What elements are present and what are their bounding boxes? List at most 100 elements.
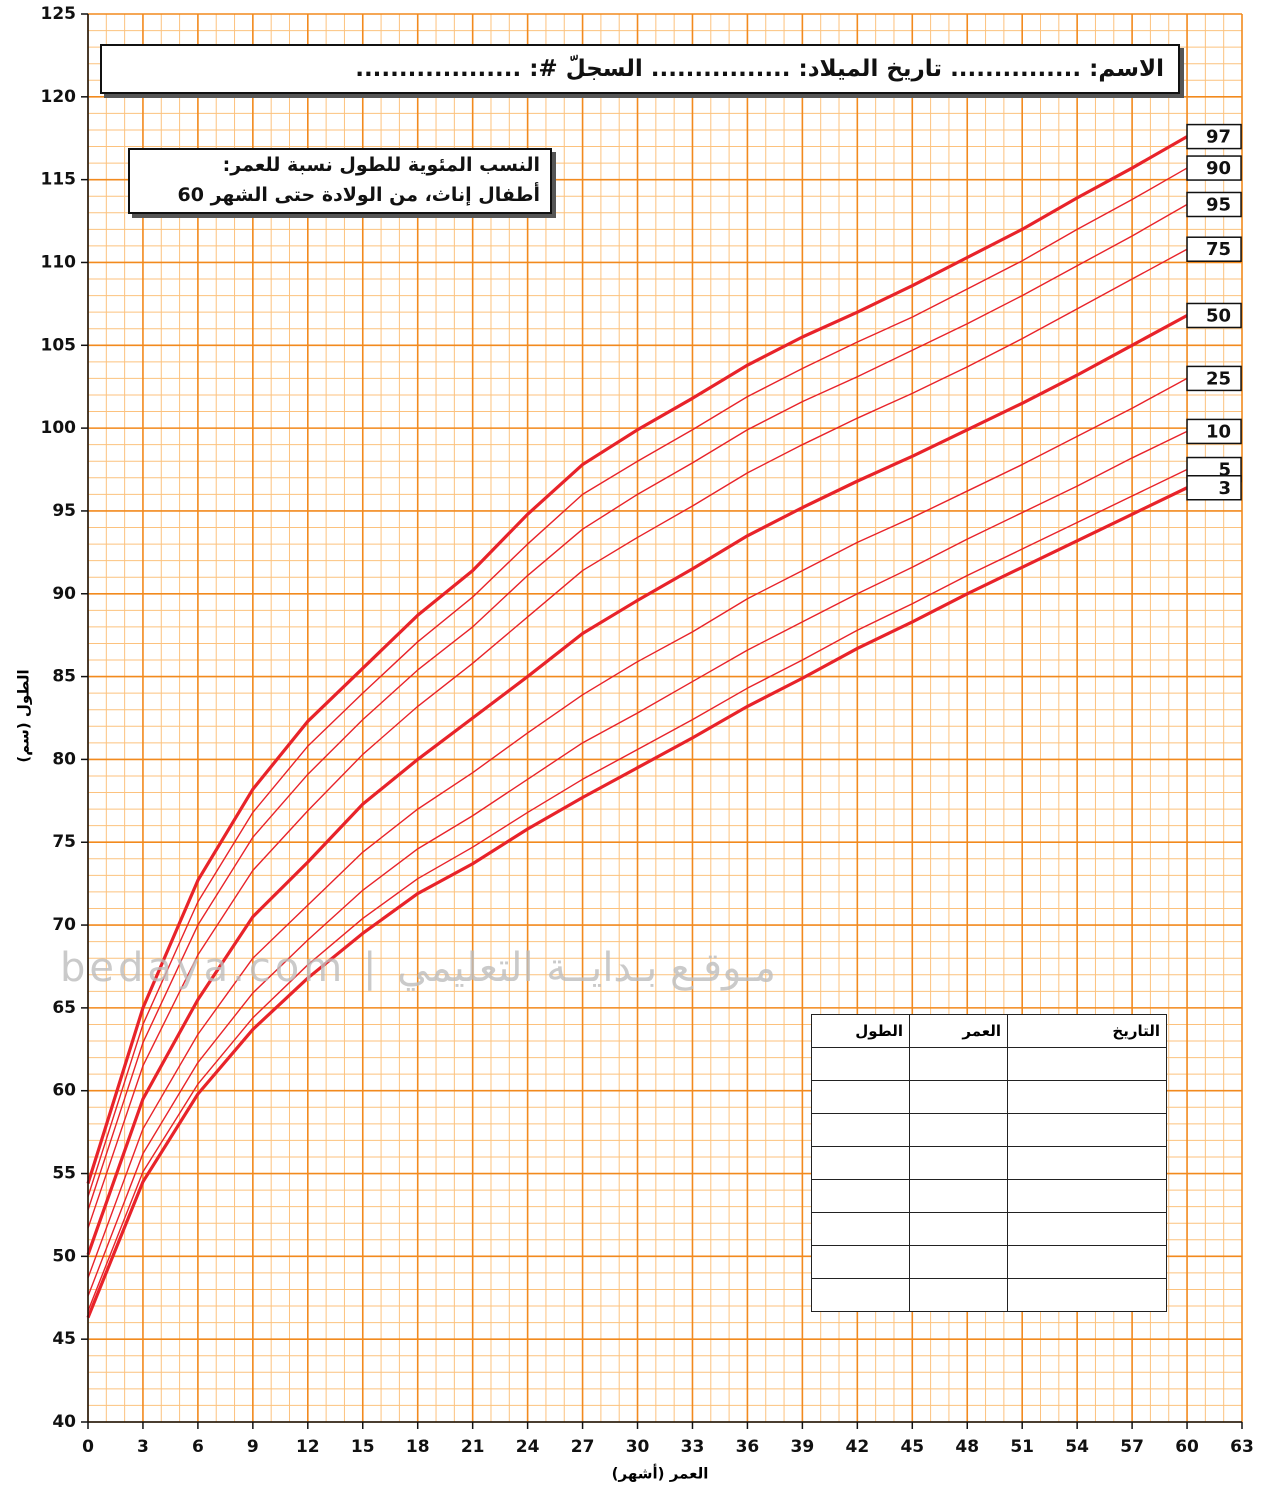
table-row [811, 1047, 1167, 1081]
table-cell [909, 1146, 1008, 1180]
x-tick-label: 63 [1230, 1437, 1254, 1457]
table-cell [909, 1047, 1008, 1081]
y-tick-label: 45 [52, 1329, 76, 1349]
table-cell [909, 1245, 1008, 1279]
header-box: الاسم: ............... تاريخ الميلاد: ..… [100, 44, 1180, 94]
x-tick-label: 12 [296, 1437, 320, 1457]
y-tick-label: 95 [52, 501, 76, 521]
table-header: العمر [909, 1014, 1008, 1048]
series-label-box [1186, 155, 1242, 181]
table-cell [811, 1245, 910, 1279]
table-cell [811, 1146, 910, 1180]
x-tick-label: 18 [406, 1437, 430, 1457]
table-cell [811, 1278, 910, 1312]
table-cell [909, 1278, 1008, 1312]
x-tick-label: 24 [516, 1437, 540, 1457]
x-tick-label: 39 [791, 1437, 815, 1457]
percentile-line [87, 377, 1188, 1279]
x-tick-label: 57 [1120, 1437, 1144, 1457]
x-tick-label: 6 [192, 1437, 204, 1457]
x-tick-label: 45 [900, 1437, 924, 1457]
y-tick-label: 60 [52, 1081, 76, 1101]
x-tick-label: 9 [247, 1437, 259, 1457]
y-tick-label: 85 [52, 667, 76, 687]
percentile-line [87, 248, 1188, 1229]
table-cell [1007, 1047, 1167, 1081]
table-cell [1007, 1080, 1167, 1114]
y-tick-label: 70 [52, 915, 76, 935]
x-tick-label: 36 [736, 1437, 760, 1457]
x-tick-label: 0 [82, 1437, 94, 1457]
y-axis-title: الطول (سم) [15, 669, 33, 762]
percentile-line [86, 314, 1188, 1256]
percentile-line [87, 430, 1188, 1297]
series-label: 10 [1206, 421, 1231, 442]
percentile-line [87, 203, 1188, 1211]
y-tick-label: 65 [52, 998, 76, 1018]
x-tick-label: 60 [1175, 1437, 1199, 1457]
percentile-line [87, 167, 1188, 1197]
series-label-box [1186, 236, 1242, 262]
table-header-row: التاريخ العمر الطول [811, 1014, 1167, 1048]
table-row [811, 1179, 1167, 1213]
x-tick-label: 48 [955, 1437, 979, 1457]
x-tick-label: 3 [137, 1437, 149, 1457]
y-tick-label: 75 [52, 832, 76, 852]
y-tick-label: 80 [52, 749, 76, 769]
series-label-box [1186, 475, 1242, 501]
y-tick-label: 100 [41, 418, 77, 438]
title-line: النسب المئوية للطول نسبة للعمر: [222, 154, 540, 176]
y-tick-label: 115 [41, 170, 77, 190]
y-tick-label: 90 [52, 584, 76, 604]
y-tick-label: 105 [41, 335, 77, 355]
percentile-line [86, 135, 1188, 1184]
title-line: أطفال إناث، من الولادة حتى الشهر 60 [177, 184, 541, 206]
y-tick-label: 40 [52, 1412, 76, 1432]
x-tick-label: 30 [626, 1437, 650, 1457]
table-row [811, 1212, 1167, 1246]
series-label: 50 [1206, 305, 1231, 326]
series-label: 3 [1219, 478, 1232, 499]
y-tick-label: 50 [52, 1246, 76, 1266]
x-tick-label: 33 [681, 1437, 705, 1457]
x-axis-title: العمر (أشهر) [612, 1464, 709, 1483]
table-cell [909, 1080, 1008, 1114]
table-cell [1007, 1146, 1167, 1180]
series-label-box [1186, 302, 1242, 329]
table-cell [811, 1212, 910, 1246]
table-cell [811, 1179, 910, 1213]
table-cell [1007, 1179, 1167, 1213]
table-cell [811, 1113, 910, 1147]
series-label: 90 [1206, 158, 1231, 179]
table-cell [909, 1212, 1008, 1246]
series-label-box [1186, 365, 1242, 392]
table-cell [1007, 1113, 1167, 1147]
table-row [811, 1245, 1167, 1279]
y-tick-label: 120 [41, 87, 77, 107]
table-header: الطول [811, 1014, 910, 1048]
record-table: التاريخ العمر الطول [811, 1014, 1167, 1312]
title-box: النسب المئوية للطول نسبة للعمر: أطفال إن… [128, 148, 552, 214]
table-row [811, 1146, 1167, 1180]
x-tick-label: 42 [845, 1437, 869, 1457]
table-header: التاريخ [1007, 1014, 1167, 1048]
series-label-box [1186, 418, 1242, 445]
table-cell [1007, 1245, 1167, 1279]
y-tick-label: 55 [52, 1164, 76, 1184]
table-row [811, 1278, 1167, 1312]
series-label-box [1186, 191, 1242, 218]
table-cell [811, 1047, 910, 1081]
table-cell [1007, 1278, 1167, 1312]
x-tick-label: 54 [1065, 1437, 1089, 1457]
y-tick-label: 110 [41, 252, 77, 272]
x-tick-label: 21 [461, 1437, 485, 1457]
y-tick-label: 125 [41, 4, 77, 24]
table-cell [909, 1179, 1008, 1213]
table-body [811, 1047, 1167, 1312]
series-label-box [1186, 123, 1242, 150]
x-tick-label: 27 [571, 1437, 595, 1457]
table-cell [909, 1113, 1008, 1147]
table-cell [1007, 1212, 1167, 1246]
